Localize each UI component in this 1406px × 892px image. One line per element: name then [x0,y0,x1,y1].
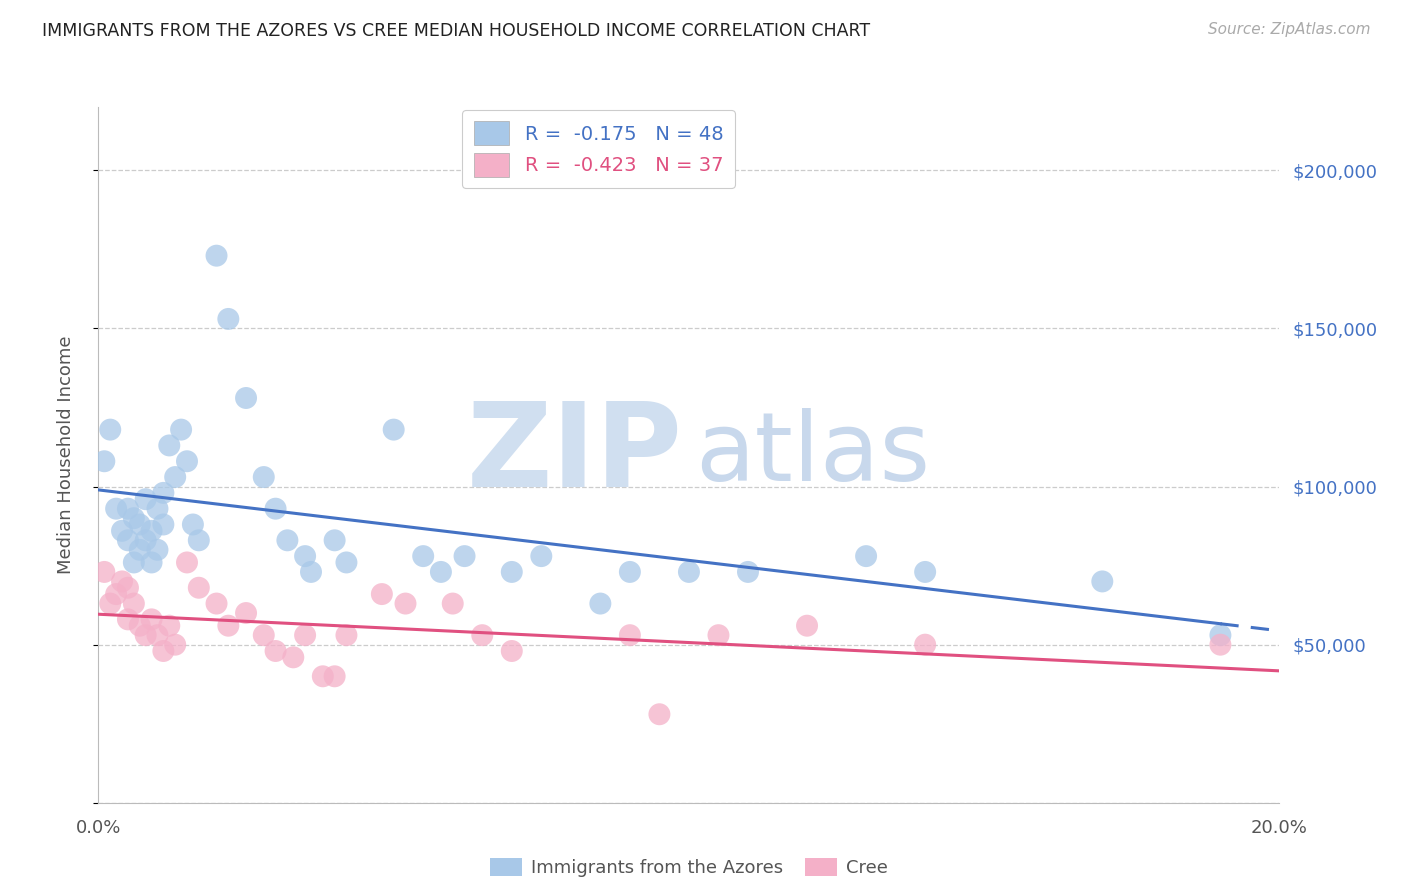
Point [122,511,145,525]
Point [335,628,357,642]
Point [501,565,523,579]
Y-axis label: Median Household Income: Median Household Income [56,335,75,574]
Point [111,524,134,538]
Point [141,556,163,570]
Point [152,486,174,500]
Point [394,597,416,611]
Point [128,517,150,532]
Point [157,618,180,632]
Point [335,556,357,570]
Point [648,707,671,722]
Point [165,638,187,652]
Point [117,533,139,548]
Point [152,517,174,532]
Point [122,597,145,611]
Point [737,565,759,579]
Point [170,423,193,437]
Point [589,597,612,611]
Point [501,644,523,658]
Point [530,549,553,563]
Point [117,501,139,516]
Point [1209,628,1232,642]
Point [122,556,145,570]
Text: ZIP: ZIP [467,398,683,512]
Point [1209,638,1232,652]
Point [135,533,157,548]
Text: Source: ZipAtlas.com: Source: ZipAtlas.com [1208,22,1371,37]
Point [135,492,157,507]
Point [253,470,276,484]
Point [176,454,198,468]
Point [312,669,335,683]
Point [264,644,287,658]
Point [323,533,346,548]
Point [914,638,936,652]
Point [146,501,169,516]
Point [205,249,228,263]
Point [165,470,187,484]
Point [105,587,128,601]
Point [294,628,316,642]
Point [412,549,434,563]
Point [135,628,157,642]
Point [707,628,730,642]
Legend: Immigrants from the Azores, Cree: Immigrants from the Azores, Cree [482,850,896,884]
Text: IMMIGRANTS FROM THE AZORES VS CREE MEDIAN HOUSEHOLD INCOME CORRELATION CHART: IMMIGRANTS FROM THE AZORES VS CREE MEDIA… [42,22,870,40]
Point [371,587,394,601]
Point [152,644,174,658]
Text: atlas: atlas [695,409,929,501]
Point [98,423,121,437]
Point [430,565,453,579]
Point [187,533,209,548]
Point [299,565,322,579]
Point [294,549,316,563]
Point [264,501,287,516]
Point [93,565,115,579]
Point [93,454,115,468]
Point [205,597,228,611]
Point [217,618,239,632]
Point [914,565,936,579]
Point [619,565,641,579]
Point [276,533,298,548]
Point [1091,574,1114,589]
Point [98,597,121,611]
Point [382,423,405,437]
Point [855,549,877,563]
Point [441,597,464,611]
Point [235,391,257,405]
Point [146,542,169,557]
Point [217,312,239,326]
Point [117,581,139,595]
Point [471,628,494,642]
Point [141,612,163,626]
Point [181,517,204,532]
Point [453,549,475,563]
Point [128,618,150,632]
Point [235,606,257,620]
Point [323,669,346,683]
Point [117,612,139,626]
Point [283,650,305,665]
Point [111,574,134,589]
Point [796,618,818,632]
Point [141,524,163,538]
Point [105,501,128,516]
Point [253,628,276,642]
Point [176,556,198,570]
Point [146,628,169,642]
Point [157,438,180,452]
Point [678,565,700,579]
Point [128,542,150,557]
Point [187,581,209,595]
Point [619,628,641,642]
